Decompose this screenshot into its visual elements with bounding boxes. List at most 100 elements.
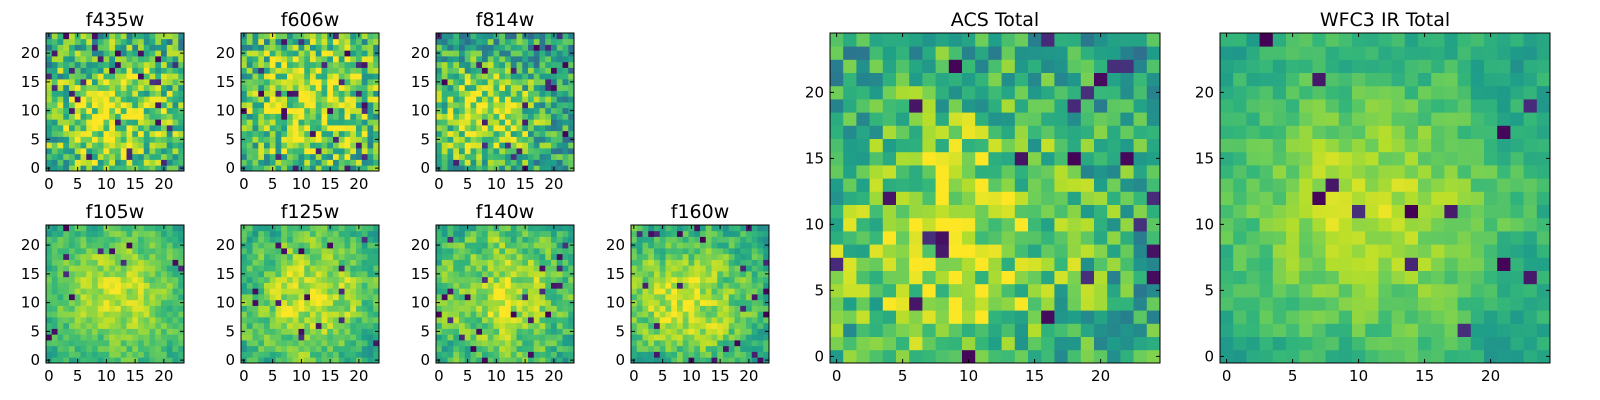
heatmap-cell	[476, 90, 483, 97]
heatmap-cell	[109, 165, 116, 172]
heatmap-cell	[258, 67, 265, 74]
heatmap-cell	[516, 142, 523, 149]
heatmap-cell	[1067, 85, 1082, 100]
heatmap-cell	[436, 276, 443, 283]
heatmap-cell	[499, 107, 506, 114]
heatmap-cell	[46, 322, 53, 329]
heatmap-cell	[896, 257, 910, 271]
heatmap-cell	[143, 44, 150, 51]
heatmap-cell	[258, 33, 265, 40]
heatmap-cell	[350, 345, 357, 352]
heatmap-cell	[694, 248, 701, 255]
heatmap-cell	[367, 253, 374, 260]
heatmap-cell	[310, 159, 317, 166]
heatmap-cell	[453, 230, 460, 237]
heatmap-cell	[1312, 323, 1326, 337]
heatmap-cell	[258, 107, 265, 114]
heatmap-cell	[1120, 244, 1134, 258]
heatmap-cell	[166, 230, 173, 237]
heatmap-cell	[80, 299, 87, 306]
heatmap-cell	[487, 276, 494, 283]
heatmap-cell	[281, 159, 288, 166]
heatmap-cell	[252, 107, 259, 114]
heatmap-cell	[935, 72, 950, 87]
heatmap-cell	[505, 38, 512, 45]
heatmap-cell	[103, 236, 110, 243]
x-tick-label: 15	[1025, 367, 1044, 385]
heatmap-cell	[682, 259, 689, 266]
heatmap-cell	[441, 165, 448, 172]
x-tick-label: 10	[487, 367, 506, 385]
heatmap-cell	[1246, 336, 1260, 351]
heatmap-cell	[74, 79, 81, 86]
heatmap-cell	[178, 73, 185, 80]
heatmap-cell	[338, 294, 345, 301]
heatmap-cell	[1418, 349, 1432, 364]
heatmap-cell	[356, 288, 363, 295]
heatmap-cell	[264, 282, 271, 289]
heatmap-cell	[51, 44, 58, 51]
heatmap-cell	[665, 230, 672, 237]
heatmap-cell	[562, 259, 569, 266]
heatmap-cell	[659, 328, 666, 335]
heatmap-cell	[648, 230, 655, 237]
heatmap-cell	[109, 305, 116, 312]
heatmap-cell	[63, 276, 70, 283]
heatmap-cell	[882, 178, 897, 192]
heatmap-cell	[1014, 151, 1029, 166]
heatmap-cell	[528, 248, 535, 255]
heatmap-cell	[734, 305, 741, 312]
heatmap-cell	[46, 102, 53, 109]
heatmap-cell	[172, 90, 179, 97]
heatmap-cell	[310, 165, 317, 172]
heatmap-cell	[1107, 323, 1121, 337]
heatmap-cell	[97, 253, 104, 260]
heatmap-cell	[252, 113, 259, 120]
heatmap-cell	[315, 102, 322, 109]
heatmap-cell	[258, 357, 265, 364]
heatmap-cell	[551, 334, 558, 341]
heatmap-cell	[80, 357, 87, 364]
heatmap-cell	[705, 282, 712, 289]
heatmap-cell	[149, 322, 156, 329]
heatmap-cell	[734, 242, 741, 249]
heatmap-cell	[1001, 46, 1016, 60]
heatmap-cell	[92, 345, 99, 352]
heatmap-cell	[470, 351, 477, 358]
heatmap-cell	[350, 259, 357, 266]
heatmap-cell	[1133, 46, 1148, 60]
heatmap-cell	[843, 99, 857, 113]
heatmap-cell	[74, 334, 81, 341]
heatmap-cell	[333, 38, 340, 45]
heatmap-cell	[705, 288, 712, 295]
heatmap-cell	[69, 230, 76, 237]
heatmap-cell	[717, 322, 724, 329]
heatmap-cell	[700, 317, 707, 324]
heatmap-cell	[327, 288, 334, 295]
heatmap-cell	[172, 282, 179, 289]
heatmap-cell	[252, 130, 259, 137]
heatmap-cell	[115, 142, 122, 149]
heatmap-cell	[103, 130, 110, 137]
heatmap-cell	[143, 334, 150, 341]
heatmap-cell	[361, 334, 368, 341]
heatmap-cell	[344, 38, 351, 45]
heatmap-cell	[252, 265, 259, 272]
heatmap-cell	[1133, 270, 1148, 285]
heatmap-cell	[80, 334, 87, 341]
heatmap-cell	[103, 125, 110, 132]
heatmap-cell	[1133, 349, 1148, 364]
heatmap-cell	[57, 248, 64, 255]
heatmap-cell	[155, 38, 162, 45]
heatmap-cell	[1080, 297, 1095, 311]
heatmap-cell	[1107, 231, 1121, 245]
heatmap-cell	[258, 84, 265, 91]
heatmap-cell	[1094, 112, 1108, 126]
heatmap-cell	[671, 340, 678, 347]
heatmap-cell	[487, 56, 494, 63]
heatmap-cell	[269, 276, 276, 283]
heatmap-cell	[909, 59, 923, 73]
heatmap-cell	[869, 99, 884, 113]
heatmap-cell	[751, 253, 758, 260]
heatmap-cell	[1120, 33, 1134, 47]
